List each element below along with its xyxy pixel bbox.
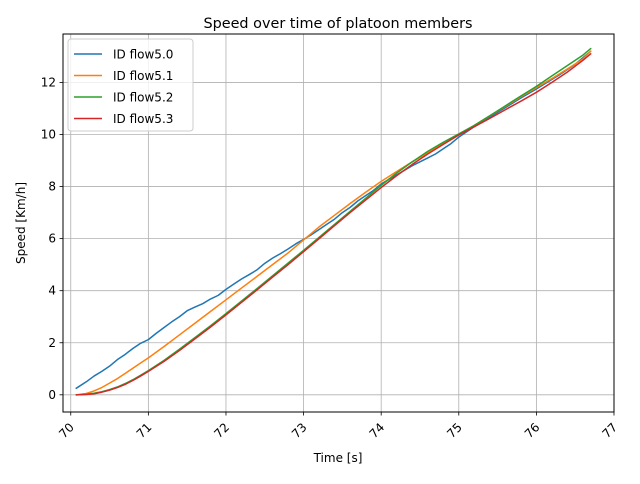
y-tick-label: 4: [48, 284, 56, 298]
legend-box: [67, 38, 194, 132]
x-tick-label: 74: [367, 420, 388, 441]
legend-label-0: ID flow5.0: [113, 48, 173, 62]
x-tick-label: 76: [522, 420, 543, 441]
y-tick-label: 6: [48, 232, 56, 246]
y-axis-label: Speed [Km/h]: [14, 182, 28, 264]
plot-frame: [62, 33, 615, 413]
legend-label-1: ID flow5.1: [113, 69, 173, 83]
x-tick-label: 77: [599, 420, 620, 441]
x-axis-ticks: 70 71 72 73 74 75 76 77: [56, 412, 620, 441]
x-tick-label: 70: [56, 420, 77, 441]
y-tick-label: 2: [48, 336, 56, 350]
y-tick-label: 12: [41, 75, 56, 89]
series-line-0: [75, 50, 592, 390]
y-tick-label: 10: [41, 127, 56, 141]
y-tick-label: 0: [48, 388, 56, 402]
legend-label-2: ID flow5.2: [113, 91, 173, 105]
x-tick-label: 73: [289, 420, 310, 441]
x-tick-label: 75: [444, 420, 465, 441]
x-tick-label: 71: [134, 420, 155, 441]
legend-label-3: ID flow5.3: [113, 112, 173, 126]
x-axis-label: Time [s]: [313, 451, 363, 465]
y-tick-label: 8: [48, 180, 56, 194]
chart-title: Speed over time of platoon members: [203, 16, 472, 32]
grid: [63, 34, 615, 412]
x-tick-label: 72: [211, 420, 232, 441]
series-line-3: [75, 53, 592, 396]
legend: ID flow5.0 ID flow5.1 ID flow5.2 ID flow5.3: [67, 38, 194, 132]
series-lines: [75, 47, 592, 396]
y-axis-ticks: 0 2 4 6 8 10 12: [41, 75, 63, 402]
